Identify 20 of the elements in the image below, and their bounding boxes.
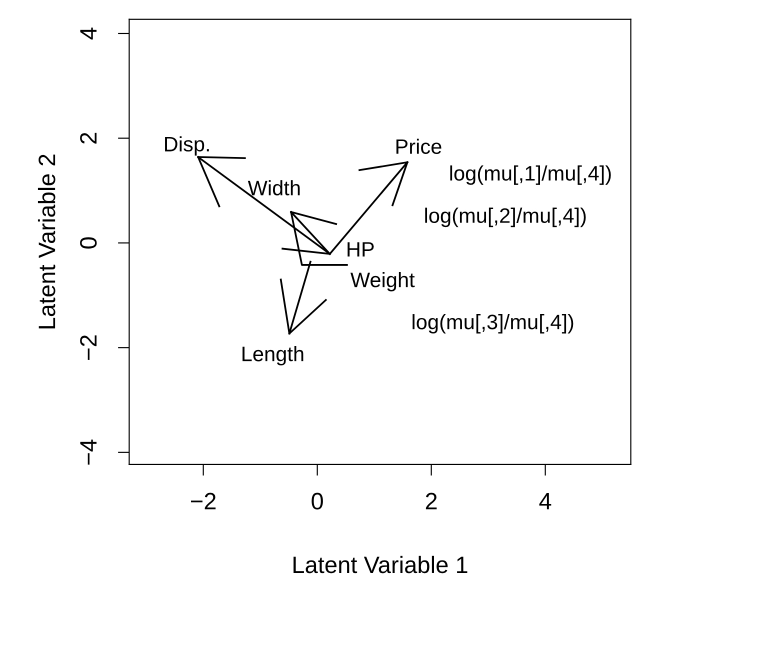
x-tick-label: 4: [539, 493, 552, 510]
y-tick-label: −2: [80, 335, 97, 360]
annotation: log(mu[,1]/mu[,4]): [450, 165, 611, 185]
x-tick-label: 0: [312, 492, 323, 510]
annotation: log(mu[,3]/mu[,4]): [412, 314, 574, 334]
x-axis-title: Latent Variable 1: [294, 556, 468, 574]
annotation: Weight: [350, 272, 415, 292]
y-axis-title: Latent Variable 2: [38, 154, 56, 328]
annotation: Length: [242, 346, 304, 366]
annotation: Width: [248, 180, 300, 196]
y-tick-label: −4: [80, 440, 97, 465]
annotation: Price: [396, 138, 442, 154]
y-tick-label: 4: [80, 28, 97, 40]
annotation: HP: [348, 242, 374, 257]
x-tick-label: −2: [191, 492, 216, 510]
y-tick-label: 2: [80, 132, 97, 144]
x-tick-label: 2: [426, 492, 437, 510]
annotation: Disp.: [165, 136, 209, 156]
y-tick-label: 0: [80, 237, 97, 249]
annotation: log(mu[,2]/mu[,4]): [425, 208, 586, 228]
